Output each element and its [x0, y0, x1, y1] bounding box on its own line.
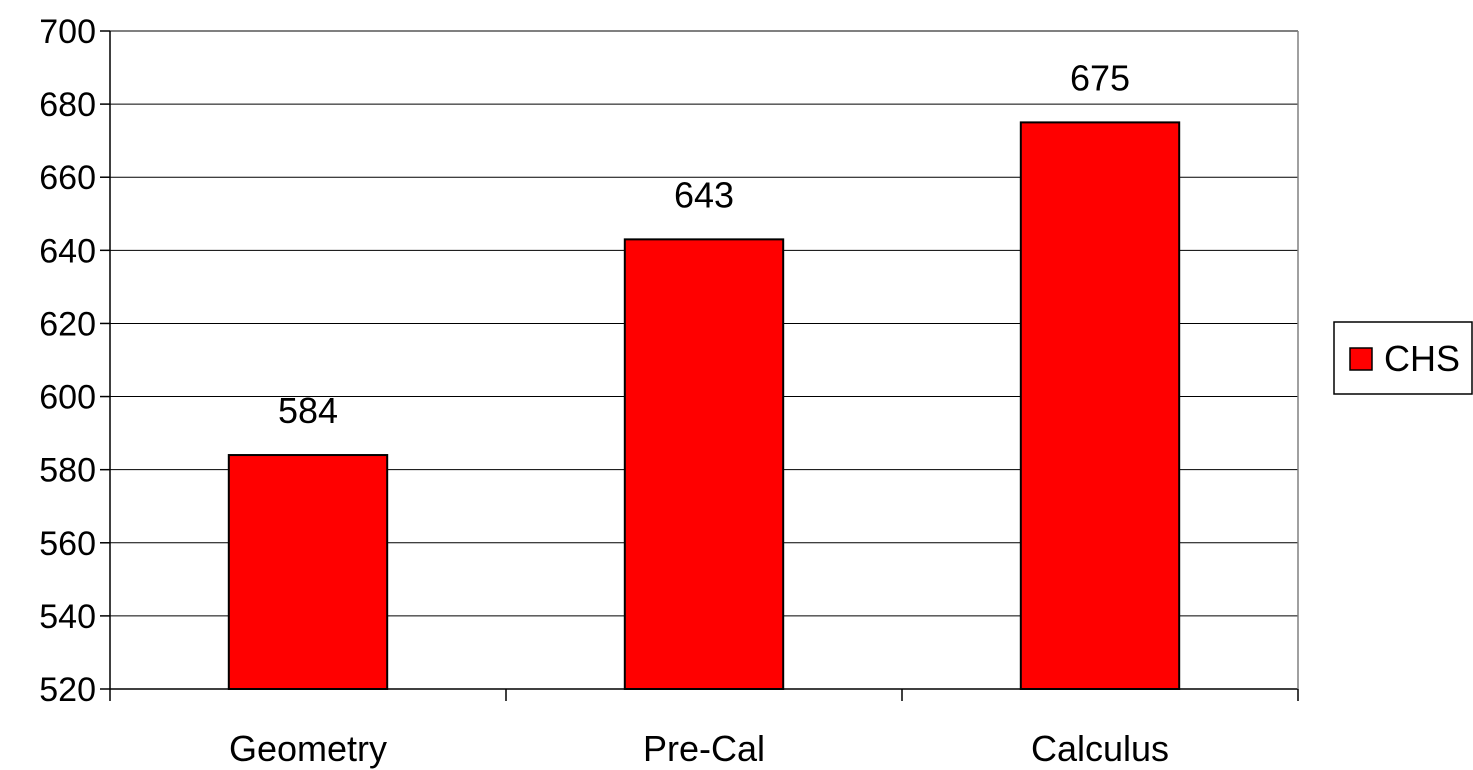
axes: [109, 31, 1299, 690]
y-tick-label: 540: [39, 598, 96, 636]
x-tick-label: Pre-Cal: [643, 728, 765, 769]
y-tick-label: 640: [39, 232, 96, 270]
bar-geometry: [227, 454, 389, 690]
data-label: 675: [1070, 57, 1130, 98]
y-tick-label: 600: [39, 379, 96, 417]
y-ticks: 520 540 560 580 600 620 640 660 680 700: [39, 13, 110, 709]
y-tick-label: 560: [39, 525, 96, 563]
x-ticks: Geometry Pre-Cal Calculus: [109, 689, 1299, 769]
legend-swatch: [1349, 347, 1373, 371]
legend: CHS: [1333, 321, 1473, 395]
y-tick-label: 520: [39, 671, 96, 709]
data-label: 643: [674, 174, 734, 215]
x-tick-label: Calculus: [1031, 728, 1169, 769]
data-label: 584: [278, 390, 338, 431]
y-tick-label: 660: [39, 159, 96, 197]
y-tick-label: 700: [39, 13, 96, 51]
bar-pre-cal: [623, 238, 785, 690]
y-tick-label: 620: [39, 305, 96, 343]
bars: [227, 121, 1181, 690]
y-tick-label: 680: [39, 86, 96, 124]
data-labels: 584 643 675: [278, 57, 1130, 431]
legend-label: CHS: [1384, 338, 1460, 379]
bar-calculus: [1019, 121, 1181, 690]
y-tick-label: 580: [39, 452, 96, 490]
x-tick-label: Geometry: [229, 728, 387, 769]
